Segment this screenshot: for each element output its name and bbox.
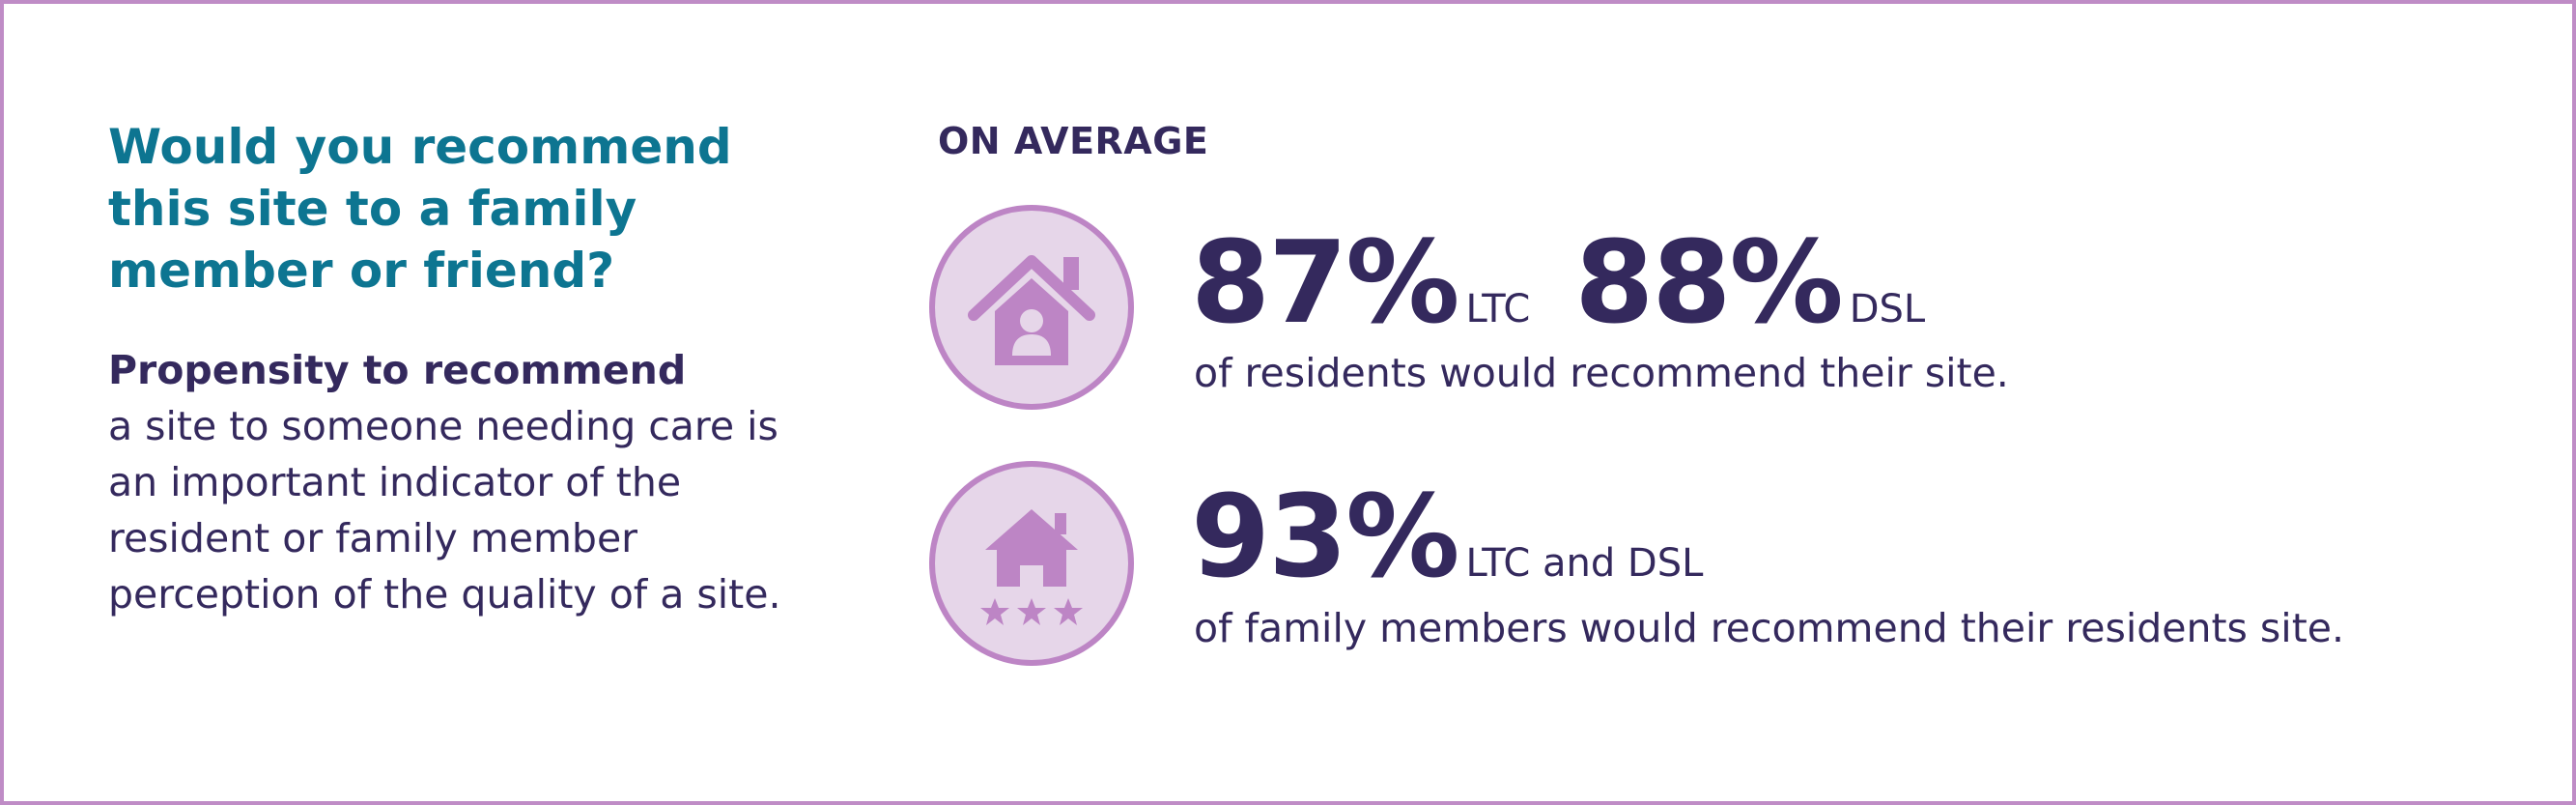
stat-unit: LTC and DSL bbox=[1465, 541, 1704, 586]
house-person-icon bbox=[929, 205, 1134, 410]
description-lead: Propensity to recommend bbox=[108, 347, 687, 393]
stat-row-family: 93% LTC and DSL bbox=[1191, 479, 1703, 593]
description-body: a site to someone needing care is an imp… bbox=[108, 403, 781, 618]
stat-unit: DSL bbox=[1849, 287, 1926, 331]
stat-value: 93% bbox=[1191, 470, 1459, 603]
stat-unit: LTC bbox=[1465, 287, 1531, 331]
on-average-label: ON AVERAGE bbox=[938, 120, 1209, 162]
stat-value: 87% bbox=[1191, 216, 1459, 349]
question-heading: Would you recommend this site to a famil… bbox=[108, 119, 732, 299]
stat-caption-family: of family members would recommend their … bbox=[1194, 605, 2345, 651]
stat-caption-residents: of residents would recommend their site. bbox=[1194, 350, 2009, 396]
house-stars-icon bbox=[929, 461, 1134, 666]
intro-panel: Would you recommend this site to a famil… bbox=[108, 116, 804, 622]
stat-value: 88% bbox=[1574, 216, 1843, 349]
stat-row-residents: 87% LTC 88% DSL bbox=[1191, 225, 1925, 339]
description: Propensity to recommend a site to someon… bbox=[108, 342, 804, 622]
